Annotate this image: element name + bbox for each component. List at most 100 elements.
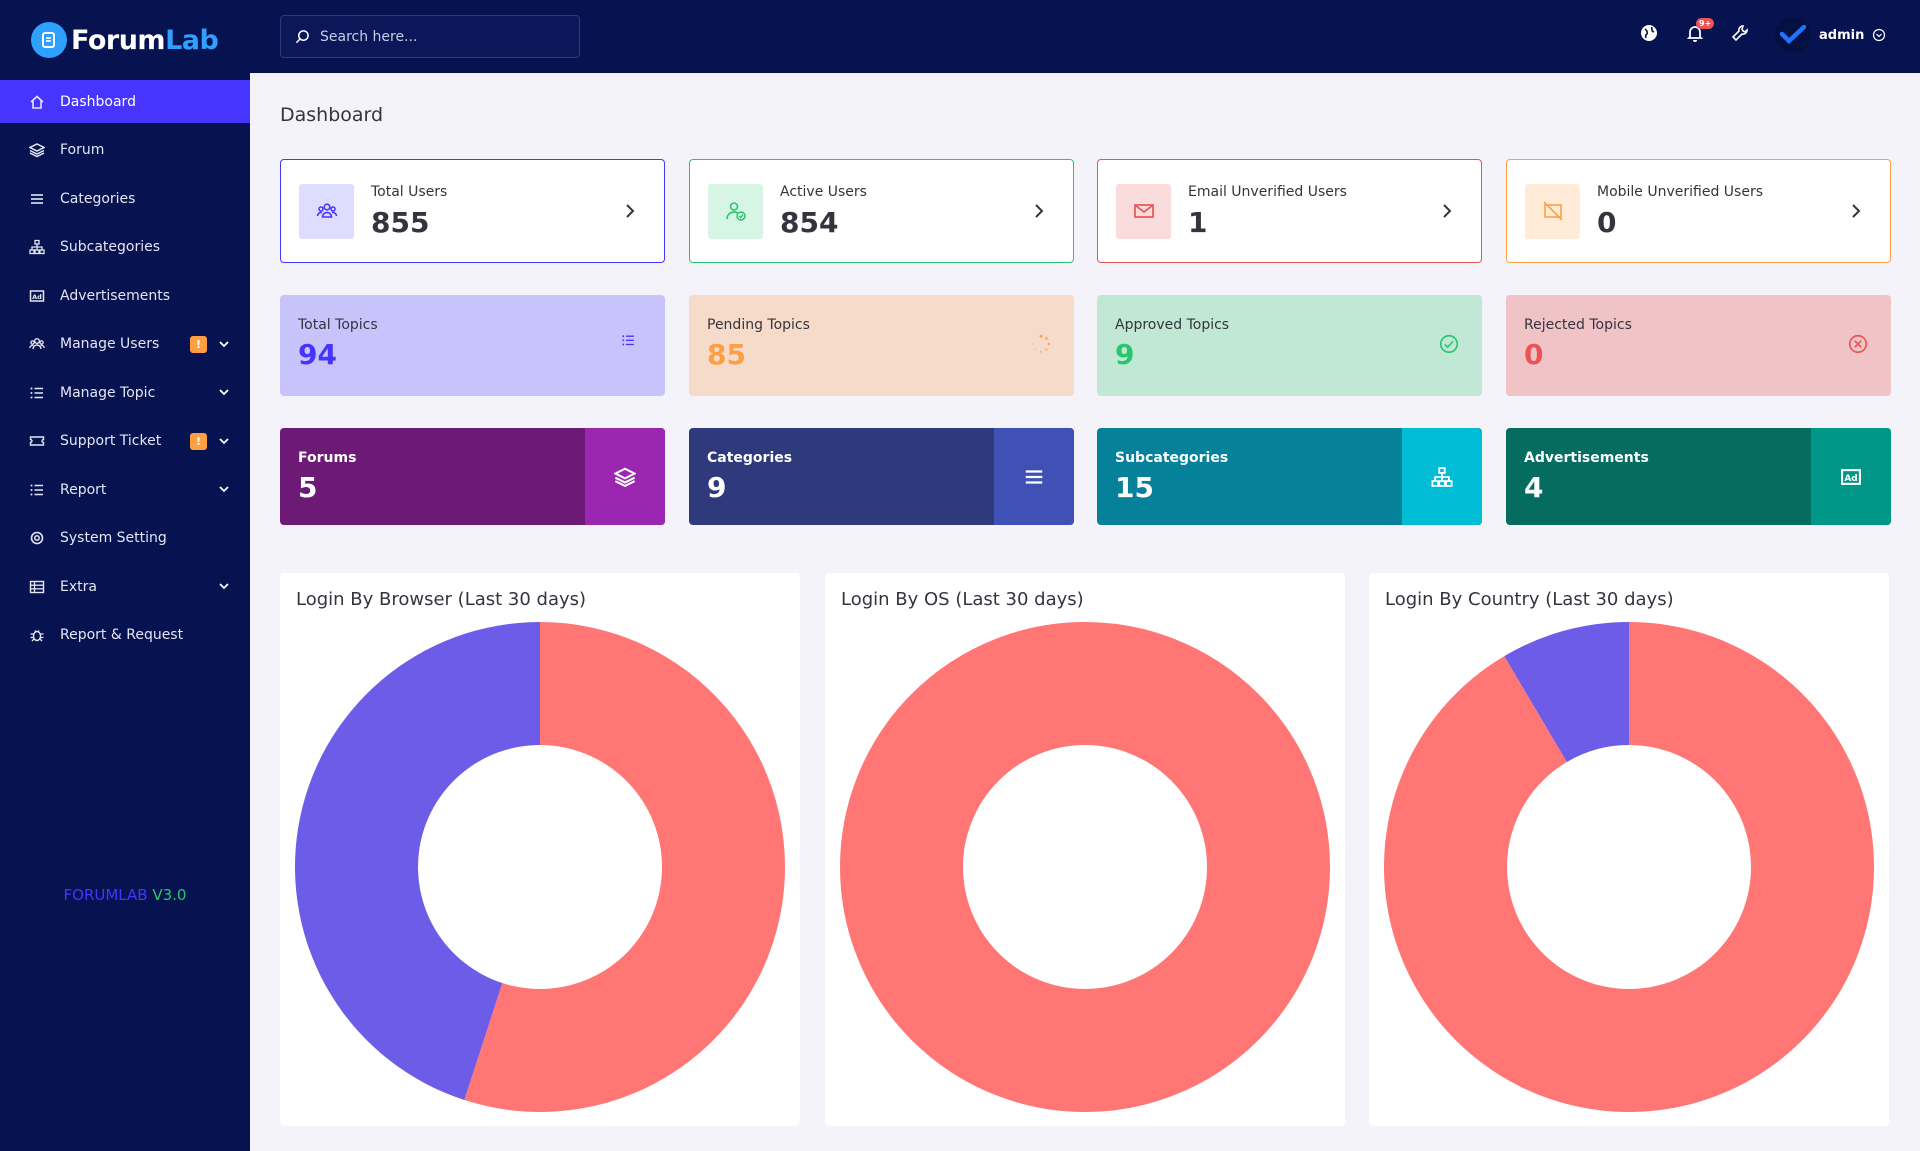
donut-slice[interactable] bbox=[295, 622, 540, 1101]
widget-icon-box bbox=[585, 428, 665, 525]
donut-slice[interactable] bbox=[1504, 622, 1629, 762]
chart-title: Login By OS (Last 30 days) bbox=[841, 589, 1084, 610]
users-group-icon bbox=[316, 203, 337, 218]
widget-value: 9 bbox=[1115, 338, 1135, 371]
sidebar-item-forum[interactable]: Forum bbox=[0, 129, 250, 172]
widget-value: 85 bbox=[707, 338, 746, 371]
spinner-icon bbox=[1032, 334, 1050, 353]
search-icon bbox=[295, 30, 309, 44]
sidebar-item-report-request[interactable]: Report & Request bbox=[0, 614, 250, 657]
sidebar-item-report[interactable]: Report bbox=[0, 468, 250, 511]
topbar: 9+ admin bbox=[250, 0, 1920, 73]
ticket-icon bbox=[28, 432, 46, 450]
widget-advertisements[interactable]: Advertisements 4 Ad bbox=[1506, 428, 1891, 525]
widget-label: Total Users bbox=[371, 183, 448, 200]
username: admin bbox=[1819, 27, 1865, 43]
widget-label: Pending Topics bbox=[707, 317, 810, 333]
sidebar-item-label: Report bbox=[60, 481, 107, 498]
logo-icon bbox=[31, 22, 67, 58]
sidebar-item-dashboard[interactable]: Dashboard bbox=[0, 80, 250, 123]
widget-total-users[interactable]: Total Users 855 bbox=[280, 159, 665, 263]
check-circle-icon bbox=[1439, 334, 1459, 354]
widget-label: Forums bbox=[298, 450, 357, 466]
menu-icon bbox=[1025, 469, 1043, 484]
widget-approved-topics[interactable]: Approved Topics 9 bbox=[1097, 295, 1482, 396]
logo[interactable]: ForumLab bbox=[0, 0, 250, 80]
sidebar: ForumLab Dashboard Forum Categories Subcate… bbox=[0, 0, 250, 1151]
widget-total-topics[interactable]: Total Topics 94 bbox=[280, 295, 665, 396]
sidebar-item-support-ticket[interactable]: Support Ticket! bbox=[0, 420, 250, 463]
sidebar-item-categories[interactable]: Categories bbox=[0, 177, 250, 220]
menu-icon bbox=[28, 190, 46, 208]
x-circle-icon bbox=[1848, 334, 1868, 354]
notification-bell[interactable]: 9+ bbox=[1684, 18, 1715, 44]
widget-icon-box bbox=[1525, 183, 1580, 239]
avatar bbox=[1775, 17, 1811, 53]
list-icon bbox=[28, 384, 46, 402]
sidebar-item-label: Support Ticket bbox=[60, 433, 162, 449]
sidebar-item-system-setting[interactable]: System Setting bbox=[0, 517, 250, 560]
envelope-icon bbox=[1133, 204, 1154, 218]
sidebar-item-extra[interactable]: Extra bbox=[0, 565, 250, 608]
layers-icon bbox=[614, 467, 636, 487]
alert-badge: ! bbox=[190, 432, 207, 450]
widget-icon-box bbox=[299, 183, 354, 239]
sidebar-item-label: System Setting bbox=[60, 530, 167, 546]
sidebar-item-label: Manage Users bbox=[60, 336, 160, 352]
widget-value: 15 bbox=[1115, 471, 1154, 504]
widget-subcategories[interactable]: Subcategories 15 bbox=[1097, 428, 1482, 525]
sitemap-icon bbox=[28, 238, 46, 256]
chart-card: Login By Country (Last 30 days) bbox=[1369, 573, 1889, 1126]
sidebar-item-label: Subcategories bbox=[60, 239, 161, 255]
sitemap-icon bbox=[1431, 466, 1453, 487]
users-icon bbox=[28, 335, 46, 353]
widget-value: 94 bbox=[298, 338, 337, 371]
widget-label: Categories bbox=[707, 450, 793, 466]
widget-label: Advertisements bbox=[1524, 450, 1649, 466]
chevron-down-icon bbox=[219, 389, 229, 396]
list-icon bbox=[28, 481, 46, 499]
user-check-icon bbox=[725, 202, 746, 221]
wrench-icon[interactable] bbox=[1729, 22, 1751, 44]
widget-mobile-unverified-users[interactable]: Mobile Unverified Users 0 bbox=[1506, 159, 1891, 263]
widget-icon-box: Ad bbox=[1811, 428, 1891, 525]
widget-email-unverified-users[interactable]: Email Unverified Users 1 bbox=[1097, 159, 1482, 263]
search-box[interactable] bbox=[280, 15, 580, 58]
widget-label: Mobile Unverified Users bbox=[1597, 183, 1764, 200]
widget-active-users[interactable]: Active Users 854 bbox=[689, 159, 1074, 263]
notification-badge: 9+ bbox=[1696, 18, 1715, 29]
widget-forums[interactable]: Forums 5 bbox=[280, 428, 665, 525]
sidebar-item-label: Advertisements bbox=[60, 287, 171, 304]
widget-categories[interactable]: Categories 9 bbox=[689, 428, 1074, 525]
widget-value: 5 bbox=[298, 471, 318, 504]
widget-rejected-topics[interactable]: Rejected Topics 0 bbox=[1506, 295, 1891, 396]
widget-label: Rejected Topics bbox=[1524, 317, 1632, 333]
svg-text:Ad: Ad bbox=[32, 293, 42, 301]
page-title: Dashboard bbox=[280, 104, 384, 126]
ad-icon: Ad bbox=[1841, 468, 1861, 485]
widget-value: 9 bbox=[707, 471, 727, 504]
sidebar-item-manage-topic[interactable]: Manage Topic bbox=[0, 371, 250, 414]
widget-pending-topics[interactable]: Pending Topics 85 bbox=[689, 295, 1074, 396]
sidebar-item-manage-users[interactable]: Manage Users! bbox=[0, 323, 250, 366]
donut-slice[interactable] bbox=[1384, 622, 1874, 1112]
alert-badge: ! bbox=[190, 335, 207, 353]
bug-icon bbox=[28, 626, 46, 644]
globe-icon[interactable] bbox=[1638, 22, 1660, 44]
sidebar-item-advertisements[interactable]: Ad Advertisements bbox=[0, 274, 250, 317]
server-icon bbox=[28, 578, 46, 596]
home-icon bbox=[28, 93, 46, 111]
widget-icon-box bbox=[994, 428, 1074, 525]
ad-icon: Ad bbox=[28, 287, 46, 305]
sidebar-item-subcategories[interactable]: Subcategories bbox=[0, 226, 250, 269]
widget-label: Total Topics bbox=[298, 317, 378, 333]
user-menu[interactable]: admin bbox=[1775, 15, 1886, 55]
widget-value: 0 bbox=[1524, 338, 1544, 371]
mobile-slash-icon bbox=[1542, 201, 1563, 221]
donut-slice[interactable] bbox=[464, 622, 785, 1112]
widget-label: Active Users bbox=[780, 183, 867, 200]
widget-icon-box bbox=[1402, 428, 1482, 525]
search-input[interactable] bbox=[320, 28, 560, 45]
donut-slice[interactable] bbox=[840, 622, 1330, 1112]
donut-chart bbox=[1384, 622, 1874, 1112]
